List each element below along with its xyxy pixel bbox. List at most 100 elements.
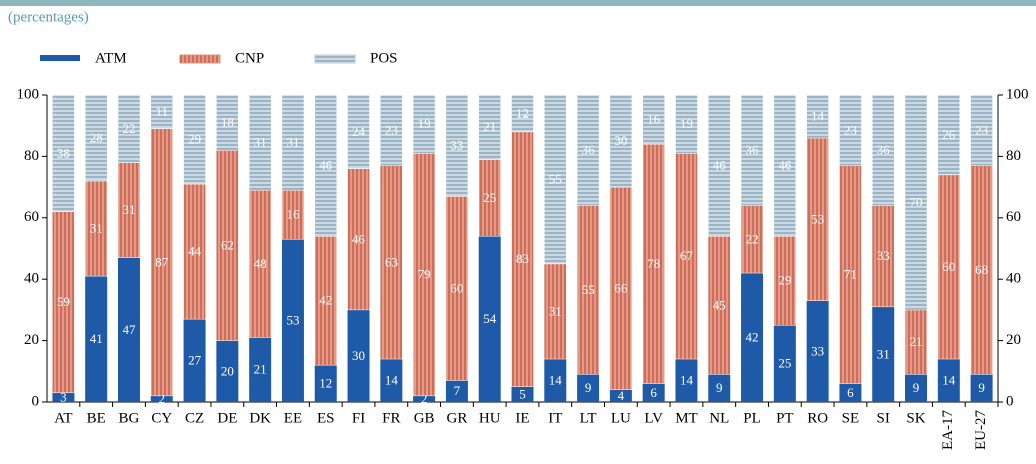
bar-segment <box>872 306 895 402</box>
data-label: 87 <box>155 254 169 269</box>
data-label: 23 <box>385 122 398 137</box>
data-label: 60 <box>942 259 955 274</box>
x-tick-label: CZ <box>185 410 204 426</box>
bar-segment <box>609 94 633 188</box>
bar-segment <box>970 94 993 166</box>
bar-segment <box>675 94 698 154</box>
x-tick-label: PT <box>776 410 794 426</box>
data-label: 31 <box>254 135 267 150</box>
x-tick-label: ES <box>317 410 335 426</box>
bar-segment <box>183 94 206 185</box>
data-label: 7 <box>454 383 461 398</box>
data-label: 41 <box>90 331 103 346</box>
bar-segment <box>380 359 403 402</box>
data-label: 36 <box>877 142 891 157</box>
bar-segment <box>183 319 206 402</box>
bar-segment <box>511 94 534 133</box>
x-tick-label: MT <box>675 410 698 426</box>
data-label: 31 <box>286 135 299 150</box>
bar-segment <box>773 94 797 237</box>
data-label: 19 <box>680 116 693 131</box>
x-tick-label: FR <box>382 410 400 426</box>
bar-segment <box>544 94 567 265</box>
bar-segment <box>937 94 961 176</box>
bar-segment <box>117 257 140 402</box>
data-label: 14 <box>942 372 956 387</box>
data-label: 46 <box>319 158 333 173</box>
bar-segment <box>708 374 731 402</box>
bar-segment <box>85 276 108 402</box>
legend-label: ATM <box>95 50 127 66</box>
bar-segment <box>445 380 468 402</box>
data-label: 29 <box>188 131 201 146</box>
data-label: 67 <box>680 248 694 263</box>
bar-segment <box>413 395 436 402</box>
data-label: 42 <box>746 330 759 345</box>
bar-segment <box>609 389 632 402</box>
data-label: 9 <box>585 380 592 395</box>
data-label: 66 <box>614 280 628 295</box>
data-label: 63 <box>385 254 398 269</box>
data-label: 70 <box>910 194 923 209</box>
data-label: 38 <box>57 145 70 160</box>
data-label: 79 <box>418 267 431 282</box>
y-tick-label: 40 <box>24 271 39 287</box>
data-label: 60 <box>450 280 463 295</box>
x-tick-label: DK <box>249 410 271 426</box>
data-label: 30 <box>614 133 627 148</box>
x-tick-label: BG <box>119 410 140 426</box>
data-label: 21 <box>483 119 496 134</box>
y2-tick-label: 20 <box>1006 332 1021 348</box>
x-tick-label: RO <box>807 410 828 426</box>
data-label: 36 <box>582 142 596 157</box>
bar-segment <box>773 325 796 402</box>
bar-segment <box>642 94 665 145</box>
x-tick-label: SK <box>906 410 925 426</box>
data-label: 14 <box>549 372 563 387</box>
x-tick-label: EU-27 <box>973 410 989 450</box>
data-label: 16 <box>286 207 300 222</box>
subtitle: (percentages) <box>8 9 89 25</box>
data-label: 25 <box>778 356 791 371</box>
data-label: 33 <box>811 343 824 358</box>
x-tick-label: IE <box>515 410 529 426</box>
x-tick-label: NL <box>709 410 729 426</box>
y2-tick-label: 100 <box>1006 86 1029 102</box>
bar-segment <box>576 94 600 206</box>
x-tick-label: SE <box>842 410 860 426</box>
y2-tick-label: 0 <box>1006 393 1014 409</box>
x-tick-label: EA-17 <box>940 410 956 450</box>
bar-segment <box>117 94 141 163</box>
bar-segment <box>412 94 436 154</box>
data-label: 31 <box>877 346 890 361</box>
data-label: 9 <box>978 380 985 395</box>
data-label: 18 <box>221 115 234 130</box>
data-label: 42 <box>319 293 332 308</box>
bar-segment <box>281 94 305 191</box>
bar-segment <box>281 239 304 402</box>
data-label: 53 <box>286 313 299 328</box>
bar-segment <box>52 94 75 212</box>
data-label: 23 <box>975 122 988 137</box>
bar-segment <box>347 94 370 169</box>
bar-segment <box>216 340 239 402</box>
legend-swatch <box>179 54 221 64</box>
x-tick-label: HU <box>479 410 501 426</box>
data-label: 22 <box>746 231 759 246</box>
y-tick-label: 20 <box>24 332 39 348</box>
data-label: 55 <box>582 282 595 297</box>
data-label: 9 <box>913 380 920 395</box>
bar-segment <box>445 94 469 197</box>
x-tick-label: SI <box>877 410 890 426</box>
y-tick-label: 0 <box>32 393 40 409</box>
data-label: 20 <box>221 363 234 378</box>
data-label: 83 <box>516 251 529 266</box>
data-label: 12 <box>516 105 529 120</box>
data-label: 46 <box>352 231 366 246</box>
bar-segment <box>478 236 501 402</box>
data-label: 11 <box>156 104 169 119</box>
bar-segment <box>904 94 928 311</box>
bar-segment <box>314 94 337 237</box>
bar-segment <box>249 337 272 402</box>
data-label: 31 <box>90 221 103 236</box>
